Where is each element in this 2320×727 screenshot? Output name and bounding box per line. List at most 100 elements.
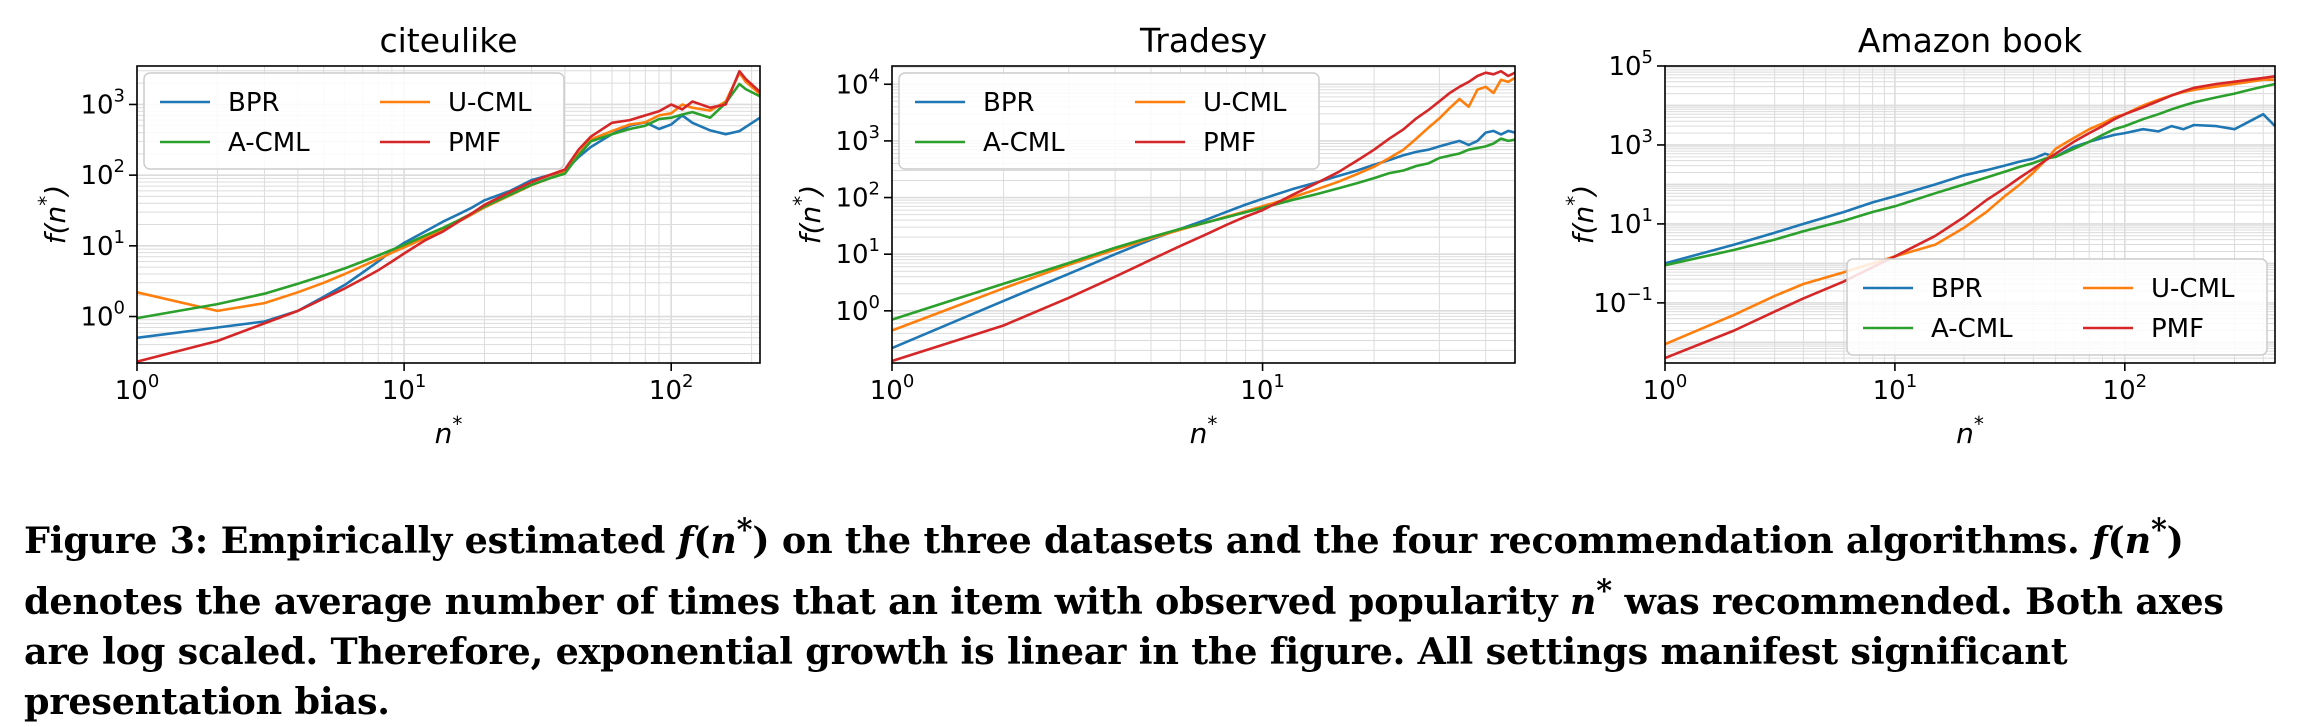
- caption-f1-sup: *: [736, 512, 753, 548]
- caption-f2: f: [2092, 519, 2108, 563]
- y-tick-exponent: 0: [869, 292, 880, 313]
- y-axis-label-sup: *: [34, 196, 58, 206]
- y-axis-label-base: f(n: [794, 206, 827, 245]
- caption-prefix: Figure 3: Empirically estimated: [24, 519, 678, 563]
- y-tick-label: 103: [835, 122, 880, 157]
- y-tick-label: 100: [80, 298, 125, 333]
- legend: BPR U-CML A-CML PMF: [143, 72, 565, 170]
- caption-f1-n: n: [710, 519, 737, 563]
- y-tick-base: 10: [835, 70, 868, 100]
- caption-f2-close: ): [2166, 519, 2184, 563]
- figure-caption: Figure 3: Empirically estimated f(n*) on…: [24, 505, 2294, 727]
- x-axis-label-base: n: [1190, 417, 1208, 450]
- y-tick-label: 103: [80, 85, 125, 120]
- legend-label-bpr: BPR: [983, 88, 1035, 118]
- y-tick-exponent: −1: [1626, 284, 1653, 305]
- legend-label-bpr: BPR: [1931, 274, 1983, 304]
- caption-f1-close: ): [752, 519, 770, 563]
- y-tick-base: 10: [1608, 52, 1641, 82]
- series-line-bpr: [136, 114, 761, 340]
- caption-f1: f: [677, 519, 694, 563]
- y-tick-base: 10: [835, 297, 868, 327]
- series-line-pmf: [136, 69, 761, 363]
- x-axis-label: n*: [1956, 412, 1984, 450]
- x-tick-exponent: 1: [415, 371, 426, 392]
- y-tick-exponent: 2: [869, 179, 880, 200]
- caption-mid1: on the three datasets and the four recom…: [769, 519, 2093, 563]
- x-axis-label-sup: *: [1207, 412, 1217, 436]
- y-tick-label: 101: [80, 227, 125, 262]
- chart-title: Amazon book: [1858, 21, 2083, 60]
- x-tick-label: 100: [115, 371, 160, 406]
- x-tick-exponent: 2: [682, 371, 693, 392]
- y-axis-label-base: f(n: [1567, 206, 1600, 245]
- y-tick-label: 102: [835, 179, 880, 214]
- x-tick-exponent: 0: [148, 371, 159, 392]
- series-line-a-cml: [136, 82, 761, 320]
- legend-box: [898, 72, 1320, 170]
- chart-title: citeulike: [379, 21, 517, 60]
- plot-frame: [136, 65, 761, 364]
- y-axis-label-close: ): [39, 185, 72, 198]
- x-axis-label-base: n: [1956, 417, 1974, 450]
- legend-label-pmf: PMF: [448, 128, 501, 158]
- x-tick-exponent: 2: [2136, 371, 2147, 392]
- y-tick-base: 10: [80, 161, 113, 191]
- y-tick-exponent: 0: [114, 298, 125, 319]
- caption-f1-arg-open: (: [693, 519, 711, 563]
- y-tick-label: 103: [1608, 126, 1653, 161]
- y-tick-label: 10−1: [1593, 284, 1653, 319]
- y-tick-base: 10: [835, 184, 868, 214]
- chart-panel-1: 100 101 102100101102103citeuliken*f(n*)BPR…: [34, 21, 761, 450]
- y-tick-base: 10: [835, 240, 868, 270]
- x-tick-exponent: 0: [903, 371, 914, 392]
- y-axis-label: f(n*): [1562, 185, 1600, 244]
- legend-label-u-cml: U-CML: [448, 88, 532, 118]
- x-tick-exponent: 1: [1906, 371, 1917, 392]
- legend-label-u-cml: U-CML: [1203, 88, 1287, 118]
- x-axis-label: n*: [435, 412, 463, 450]
- legend-label-u-cml: U-CML: [2151, 274, 2235, 304]
- y-tick-exponent: 1: [1642, 205, 1653, 226]
- caption-f2-n: n: [2124, 519, 2152, 563]
- x-tick-label: 100: [870, 371, 915, 406]
- y-axis-label-close: ): [794, 185, 827, 198]
- x-tick-label: 102: [2103, 371, 2148, 406]
- y-tick-exponent: 5: [1642, 47, 1653, 68]
- y-tick-base: 10: [80, 303, 113, 333]
- plot-frame: [1664, 65, 2276, 364]
- legend: BPR U-CML A-CML PMF: [1846, 258, 2268, 356]
- y-tick-exponent: 3: [114, 85, 125, 106]
- figure-panels: 100 101 102100101102103citeuliken*f(n*)BPR…: [34, 21, 2276, 450]
- y-tick-exponent: 1: [869, 235, 880, 256]
- y-tick-exponent: 1: [114, 227, 125, 248]
- y-tick-base: 10: [1608, 131, 1641, 161]
- x-axis-label-sup: *: [452, 412, 462, 436]
- y-axis-label-sup: *: [789, 196, 813, 206]
- caption-n-sup: *: [1596, 573, 1612, 610]
- y-axis-label-base: f(n: [39, 206, 72, 245]
- series-line-pmf: [891, 69, 1516, 363]
- x-tick-label: 102: [649, 371, 694, 406]
- caption-f2-arg-open: (: [2107, 519, 2125, 563]
- y-axis-label-sup: *: [1562, 196, 1586, 206]
- y-tick-exponent: 3: [869, 122, 880, 143]
- y-axis-label-close: ): [1567, 185, 1600, 198]
- x-tick-label: 101: [1240, 371, 1285, 406]
- legend-label-a-cml: A-CML: [983, 128, 1065, 158]
- legend-label-pmf: PMF: [2151, 314, 2204, 344]
- series-line-a-cml: [891, 137, 1516, 321]
- x-tick-label: 101: [1873, 371, 1918, 406]
- y-tick-label: 102: [80, 156, 125, 191]
- y-tick-base: 10: [1608, 210, 1641, 240]
- plot-frame: [891, 65, 1516, 364]
- legend-label-pmf: PMF: [1203, 128, 1256, 158]
- legend: BPR U-CML A-CML PMF: [898, 72, 1320, 170]
- y-tick-label: 101: [835, 235, 880, 270]
- x-tick-label: 101: [382, 371, 427, 406]
- y-tick-exponent: 2: [114, 156, 125, 177]
- series-line-a-cml: [1664, 82, 2276, 267]
- y-tick-label: 104: [835, 65, 880, 100]
